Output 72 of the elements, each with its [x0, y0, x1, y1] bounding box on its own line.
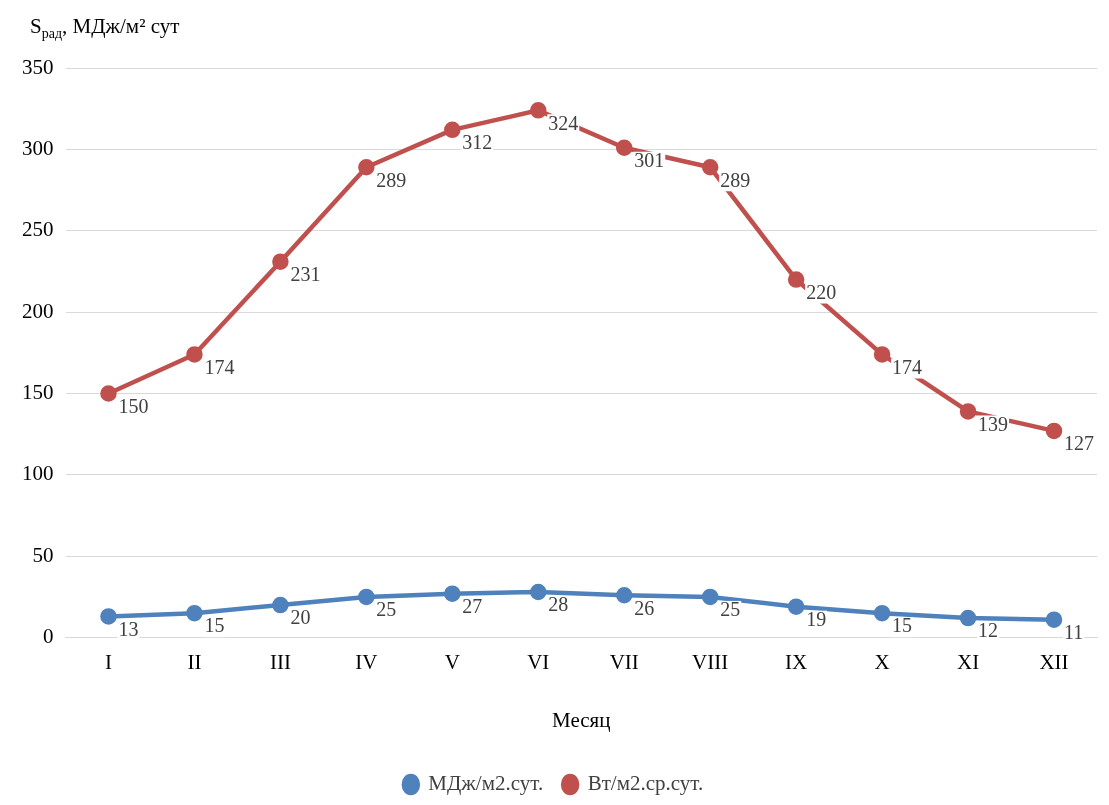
x-tick-label: I	[104, 649, 112, 674]
data-label: 150	[118, 394, 149, 417]
x-tick-label: VI	[527, 649, 550, 674]
data-label: 324	[548, 111, 579, 134]
data-label: 174	[204, 355, 235, 378]
point	[615, 139, 633, 156]
point	[272, 596, 289, 614]
y-tick-label: 350	[22, 54, 54, 79]
x-tick-label: IV	[355, 649, 378, 674]
point	[959, 609, 977, 627]
data-label: 220	[806, 280, 837, 303]
x-tick-label: X	[874, 649, 890, 674]
point	[787, 598, 805, 615]
x-tick-label: III	[269, 649, 291, 674]
x-tick-label: II	[187, 649, 202, 674]
point	[701, 159, 719, 176]
data-label: 11	[1064, 620, 1084, 643]
data-label: 174	[892, 355, 923, 378]
x-tick-label: V	[444, 649, 460, 674]
x-tick-label: XII	[1039, 649, 1069, 674]
legend-label: Вт/м2.ср.сут.	[587, 771, 704, 796]
data-label: 289	[376, 168, 407, 191]
legend-label: МДж/м2.сут.	[428, 771, 544, 796]
data-label: 25	[720, 598, 741, 621]
data-label: 289	[720, 168, 751, 191]
x-tick-label: XI	[956, 649, 980, 674]
data-label: 15	[892, 614, 913, 637]
point	[100, 385, 117, 402]
point	[787, 271, 805, 288]
data-label: 28	[548, 593, 569, 616]
data-label: 13	[118, 617, 139, 640]
y-tick-label: 50	[32, 542, 54, 567]
point	[186, 346, 203, 363]
data-label: 231	[290, 262, 321, 285]
point	[272, 253, 289, 270]
x-tick-label: VIII	[692, 649, 729, 674]
data-label: 12	[978, 619, 999, 642]
data-label: 301	[634, 148, 665, 171]
point	[701, 588, 719, 606]
data-label: 127	[1064, 432, 1095, 455]
point	[873, 346, 891, 363]
data-label: 312	[462, 131, 493, 154]
y-tick-label: 150	[22, 380, 54, 404]
y-tick-label: 0	[43, 624, 54, 649]
point	[959, 403, 977, 420]
data-label: 20	[290, 606, 311, 629]
x-tick-label: VII	[609, 649, 639, 674]
point	[1045, 422, 1063, 440]
x-tick-label: IX	[785, 649, 808, 674]
point	[615, 587, 633, 604]
point	[358, 588, 375, 606]
data-label: 19	[806, 607, 827, 630]
data-label: 139	[978, 412, 1009, 435]
point	[873, 604, 891, 622]
data-label: 15	[204, 614, 225, 637]
data-label: 25	[376, 598, 397, 621]
y-tick-label: 300	[22, 135, 54, 160]
point	[530, 583, 547, 601]
point	[100, 608, 117, 625]
y-tick-label: 200	[22, 298, 54, 323]
y-tick-label: 250	[22, 217, 54, 242]
data-label: 27	[462, 594, 483, 617]
y-axis-title: S$_{рад}$, МДж/м² сут	[30, 14, 180, 43]
point	[530, 102, 547, 119]
x-axis-title: Месяц	[552, 707, 611, 732]
point	[358, 159, 375, 176]
point	[444, 121, 461, 139]
y-tick-label: 100	[22, 461, 54, 486]
point	[186, 604, 203, 622]
point	[444, 585, 461, 602]
point	[1045, 611, 1063, 628]
data-label: 26	[634, 596, 655, 619]
